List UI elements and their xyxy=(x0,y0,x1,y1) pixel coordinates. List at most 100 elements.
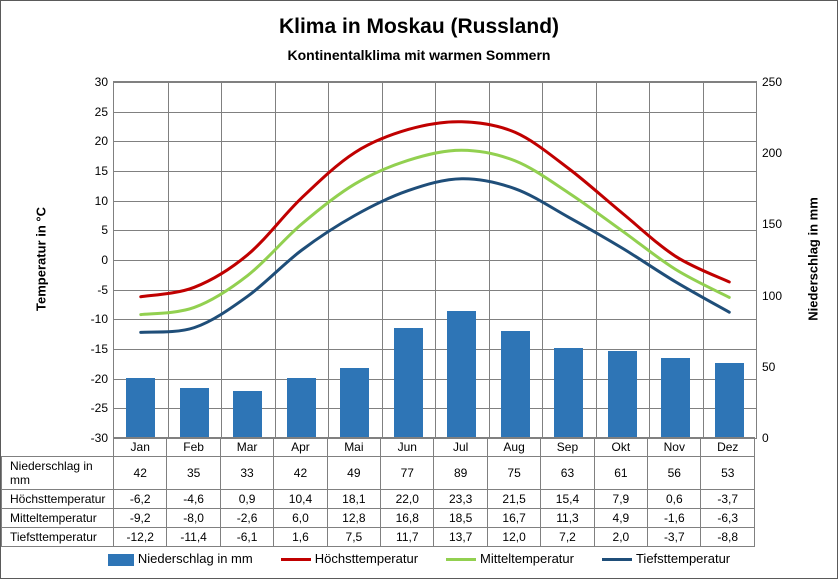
table-cell: 13,7 xyxy=(434,528,487,547)
chart-subtitle: Kontinentalklima mit warmen Sommern xyxy=(1,47,837,63)
table-cell: -4,6 xyxy=(167,490,220,509)
table-cell: 11,3 xyxy=(541,509,594,528)
table-cell: 35 xyxy=(167,457,220,490)
table-col-header: Aug xyxy=(487,438,540,457)
table-cell: 18,1 xyxy=(327,490,380,509)
climate-chart-frame: Klima in Moskau (Russland) Kontinentalkl… xyxy=(0,0,838,579)
legend-item: Höchsttemperatur xyxy=(281,551,418,566)
table-col-header: Jul xyxy=(434,438,487,457)
table-cell: 15,4 xyxy=(541,490,594,509)
y-left-tick: -25 xyxy=(91,401,114,415)
legend-line-icon xyxy=(281,558,311,561)
y-left-tick: -20 xyxy=(91,372,114,386)
chart-title: Klima in Moskau (Russland) xyxy=(1,15,837,39)
y-left-tick: -5 xyxy=(97,283,114,297)
table-cell: -8,0 xyxy=(167,509,220,528)
y-left-tick: 25 xyxy=(95,105,114,119)
table-cell: 1,6 xyxy=(274,528,327,547)
table-cell: 0,6 xyxy=(648,490,701,509)
table-cell: 22,0 xyxy=(381,490,434,509)
table-col-header: Apr xyxy=(274,438,327,457)
y-left-tick: 30 xyxy=(95,75,114,89)
table-cell: 12,8 xyxy=(327,509,380,528)
table-col-header: Sep xyxy=(541,438,594,457)
legend-label: Höchsttemperatur xyxy=(315,551,418,566)
line-Höchsttemperatur xyxy=(141,122,730,297)
y-left-tick: 10 xyxy=(95,194,114,208)
table-cell: -6,1 xyxy=(220,528,273,547)
table-cell: 18,5 xyxy=(434,509,487,528)
table-col-header: Okt xyxy=(594,438,647,457)
legend-item: Niederschlag in mm xyxy=(108,551,253,566)
table-cell: 49 xyxy=(327,457,380,490)
legend-item: Mitteltemperatur xyxy=(446,551,574,566)
plot-area: -30-25-20-15-10-505101520253005010015020… xyxy=(113,81,757,439)
legend: Niederschlag in mm Höchsttemperatur Mittel… xyxy=(1,550,837,568)
table-col-header: Dez xyxy=(701,438,755,457)
table-cell: -1,6 xyxy=(648,509,701,528)
table-cell: -12,2 xyxy=(113,528,166,547)
y-axis-left-label: Temperatur in °C xyxy=(34,207,49,311)
table-cell: -3,7 xyxy=(648,528,701,547)
legend-line-icon xyxy=(446,558,476,561)
table-cell: 0,9 xyxy=(220,490,273,509)
table-cell: 21,5 xyxy=(487,490,540,509)
legend-label: Niederschlag in mm xyxy=(138,551,253,566)
table-col-header: Jan xyxy=(113,438,166,457)
table-cell: 6,0 xyxy=(274,509,327,528)
y-right-tick: 100 xyxy=(756,289,782,303)
y-left-tick: 15 xyxy=(95,164,114,178)
y-left-tick: 0 xyxy=(101,253,114,267)
table-cell: 11,7 xyxy=(381,528,434,547)
table-cell: 7,9 xyxy=(594,490,647,509)
table-corner xyxy=(2,438,114,457)
table-cell: 33 xyxy=(220,457,273,490)
table-cell: -3,7 xyxy=(701,490,755,509)
y-left-tick: 20 xyxy=(95,134,114,148)
table-cell: 2,0 xyxy=(594,528,647,547)
temperature-lines xyxy=(114,82,756,438)
y-right-tick: 150 xyxy=(756,217,782,231)
legend-label: Tiefsttemperatur xyxy=(636,551,730,566)
table-cell: 89 xyxy=(434,457,487,490)
table-cell: 23,3 xyxy=(434,490,487,509)
data-table: JanFebMarAprMaiJunJulAugSepOktNovDezNied… xyxy=(1,437,755,547)
y-right-tick: 200 xyxy=(756,146,782,160)
table-cell: 7,5 xyxy=(327,528,380,547)
table-col-header: Mai xyxy=(327,438,380,457)
table-cell: 61 xyxy=(594,457,647,490)
y-axis-right-label: Niederschlag in mm xyxy=(806,197,821,321)
table-row-header: Tiefsttemperatur xyxy=(2,528,114,547)
table-cell: 75 xyxy=(487,457,540,490)
line-Tiefsttemperatur xyxy=(141,179,730,333)
table-cell: -11,4 xyxy=(167,528,220,547)
y-left-tick: 5 xyxy=(101,223,114,237)
legend-line-icon xyxy=(602,558,632,561)
table-row-header: Niederschlag in mm xyxy=(2,457,114,490)
table-cell: 10,4 xyxy=(274,490,327,509)
table-cell: 56 xyxy=(648,457,701,490)
y-left-tick: -10 xyxy=(91,312,114,326)
legend-label: Mitteltemperatur xyxy=(480,551,574,566)
table-cell: -8,8 xyxy=(701,528,755,547)
table-cell: 16,8 xyxy=(381,509,434,528)
table-cell: -2,6 xyxy=(220,509,273,528)
table-cell: 53 xyxy=(701,457,755,490)
table-row-header: Höchsttemperatur xyxy=(2,490,114,509)
y-right-tick: 0 xyxy=(756,431,769,445)
table-col-header: Feb xyxy=(167,438,220,457)
table-row-header: Mitteltemperatur xyxy=(2,509,114,528)
table-cell: -6,2 xyxy=(113,490,166,509)
legend-bar-icon xyxy=(108,554,134,566)
table-cell: 4,9 xyxy=(594,509,647,528)
y-right-tick: 250 xyxy=(756,75,782,89)
table-cell: 42 xyxy=(113,457,166,490)
table-col-header: Mar xyxy=(220,438,273,457)
y-left-tick: -15 xyxy=(91,342,114,356)
table-cell: 16,7 xyxy=(487,509,540,528)
line-Mitteltemperatur xyxy=(141,150,730,314)
table-cell: 77 xyxy=(381,457,434,490)
table-cell: 42 xyxy=(274,457,327,490)
legend-item: Tiefsttemperatur xyxy=(602,551,730,566)
table-cell: -6,3 xyxy=(701,509,755,528)
